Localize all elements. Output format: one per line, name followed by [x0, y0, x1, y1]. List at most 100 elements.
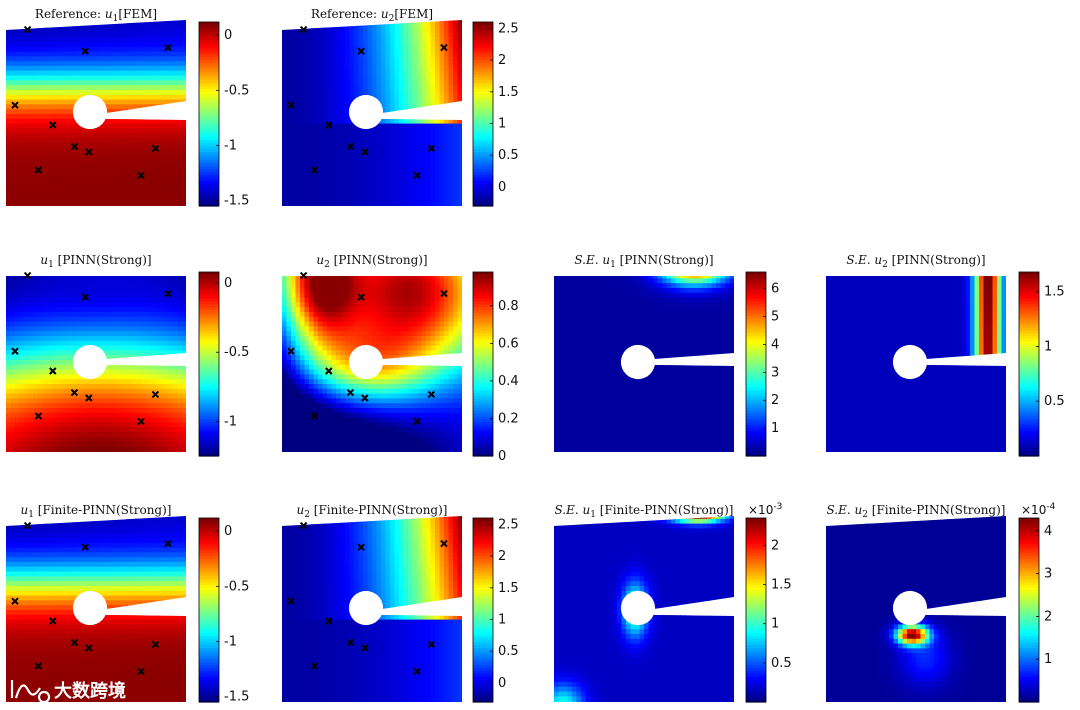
- heatmap-cell: [372, 42, 378, 48]
- heatmap-cell: [51, 276, 57, 279]
- heatmap-cell: [24, 138, 30, 144]
- heatmap-cell: [24, 51, 30, 57]
- heatmap-cell: [109, 181, 115, 187]
- heatmap-cell: [51, 283, 57, 289]
- heatmap-cell: [87, 297, 93, 303]
- heatmap-cell: [376, 22, 382, 29]
- heatmap-cell: [28, 190, 34, 197]
- heatmap-cell: [417, 56, 423, 62]
- heatmap-cell: [181, 427, 186, 433]
- heatmap-cell: [291, 195, 297, 201]
- heatmap-cell: [42, 283, 48, 289]
- heatmap-cell: [55, 312, 61, 318]
- heatmap-cell: [439, 142, 445, 149]
- heatmap-cell: [60, 441, 66, 447]
- heatmap-cell: [177, 302, 183, 308]
- heatmap-cell: [327, 157, 333, 163]
- heatmap-cell: [150, 138, 156, 144]
- heatmap-cell: [132, 355, 138, 361]
- heatmap-cell: [448, 90, 454, 96]
- heatmap-cell: [33, 422, 39, 428]
- heatmap-cell: [172, 118, 178, 125]
- heatmap-cell: [417, 157, 423, 163]
- heatmap-cell: [430, 56, 436, 62]
- heatmap-cell: [109, 171, 115, 177]
- heatmap-cell: [33, 432, 39, 438]
- heatmap-cell: [385, 205, 391, 206]
- heatmap-cell: [145, 393, 151, 399]
- heatmap-cell: [114, 114, 120, 120]
- heatmap-cell: [114, 162, 120, 168]
- heatmap-cell: [15, 422, 21, 428]
- heatmap-cell: [163, 190, 169, 197]
- heatmap-cell: [96, 176, 102, 182]
- colorbar-tick-label: 2: [498, 53, 506, 68]
- heatmap-cell: [24, 321, 30, 327]
- heatmap-cell: [37, 331, 43, 337]
- heatmap-cell: [37, 181, 43, 187]
- heatmap-cell: [403, 46, 409, 53]
- heatmap-cell: [100, 61, 106, 67]
- heatmap-cell: [150, 432, 156, 438]
- heatmap-cell: [286, 75, 292, 81]
- heatmap-cell: [28, 369, 34, 375]
- heatmap-cell: [426, 200, 432, 206]
- heatmap-cell: [10, 46, 16, 53]
- heatmap-cell: [51, 46, 57, 53]
- heatmap-cell: [145, 331, 151, 337]
- heatmap-cell: [172, 436, 178, 443]
- heatmap-cell: [340, 133, 346, 139]
- heatmap-cell: [15, 37, 21, 43]
- heatmap-cell: [136, 321, 142, 327]
- heatmap-cell: [435, 123, 441, 129]
- heatmap-cell: [163, 56, 169, 62]
- heatmap-cell: [118, 85, 124, 91]
- heatmap-cell: [181, 412, 186, 419]
- heatmap-cell: [163, 398, 169, 404]
- heatmap-cell: [426, 118, 432, 125]
- heatmap-cell: [28, 20, 34, 24]
- heatmap-cell: [457, 200, 462, 206]
- heatmap-cell: [172, 369, 178, 375]
- heatmap-cell: [358, 128, 364, 134]
- colorbar-segment: [199, 47, 219, 52]
- heatmap-cell: [10, 27, 16, 33]
- heatmap-cell: [358, 22, 364, 29]
- heatmap-cell: [150, 181, 156, 187]
- heatmap-cell: [6, 128, 12, 134]
- heatmap-cell: [340, 37, 346, 43]
- heatmap-cell: [145, 142, 151, 149]
- heatmap-cell: [114, 123, 120, 129]
- heatmap-cell: [60, 142, 66, 149]
- heatmap-cell: [345, 181, 351, 187]
- heatmap-cell: [181, 441, 186, 447]
- heatmap-cell: [15, 32, 21, 38]
- heatmap-cell: [6, 412, 12, 419]
- heatmap-cell: [42, 276, 48, 279]
- heatmap-cell: [159, 292, 165, 299]
- heatmap-cell: [118, 61, 124, 67]
- heatmap-cell: [145, 56, 151, 62]
- heatmap-cell: [28, 340, 34, 347]
- heatmap-cell: [10, 70, 16, 77]
- heatmap-cell: [358, 138, 364, 144]
- heatmap-cell: [132, 99, 138, 105]
- heatmap-cell: [100, 90, 106, 96]
- heatmap-cell: [6, 61, 12, 67]
- heatmap-cell: [15, 403, 21, 409]
- heatmap-cell: [282, 162, 288, 168]
- heatmap-cell: [295, 42, 301, 48]
- heatmap-cell: [33, 162, 39, 168]
- heatmap-cell: [426, 75, 432, 81]
- heatmap-cell: [385, 195, 391, 201]
- heatmap-cell: [28, 321, 34, 327]
- heatmap-cell: [69, 345, 75, 351]
- heatmap-cell: [15, 321, 21, 327]
- heatmap-cell: [399, 123, 405, 129]
- heatmap-cell: [390, 70, 396, 77]
- heatmap-cell: [327, 181, 333, 187]
- heatmap-cell: [28, 162, 34, 168]
- heatmap-cell: [109, 388, 115, 395]
- heatmap-cell: [318, 147, 324, 153]
- heatmap-cell: [159, 436, 165, 443]
